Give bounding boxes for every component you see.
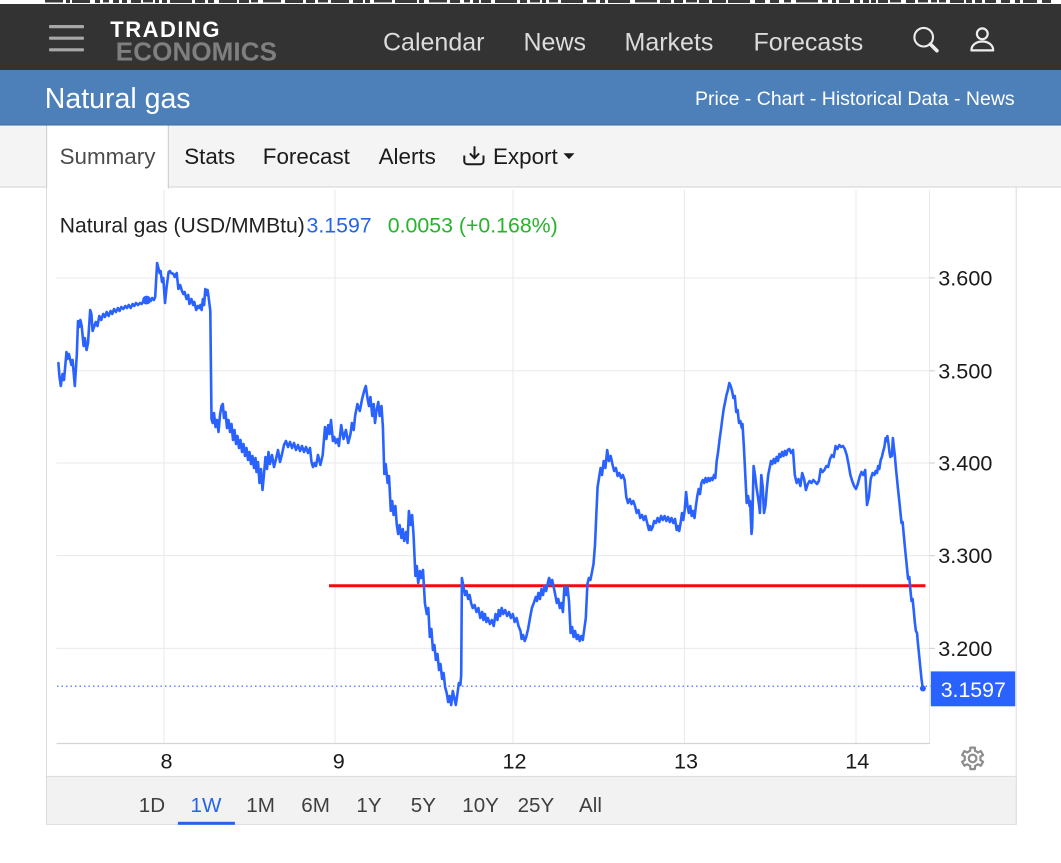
svg-text:3.1597: 3.1597: [941, 678, 1006, 702]
svg-text:TRADING: TRADING: [110, 17, 221, 42]
svg-text:1W: 1W: [191, 794, 222, 817]
svg-text:Calendar: Calendar: [383, 29, 484, 57]
svg-text:1D: 1D: [139, 794, 165, 817]
svg-text:Stats: Stats: [184, 144, 235, 169]
svg-text:Forecasts: Forecasts: [754, 29, 864, 57]
svg-text:1Y: 1Y: [356, 794, 381, 817]
svg-text:3.200: 3.200: [938, 636, 992, 661]
svg-text:Forecast: Forecast: [263, 144, 351, 169]
svg-text:3.600: 3.600: [938, 266, 992, 291]
svg-text:3.300: 3.300: [938, 543, 992, 568]
svg-text:Export: Export: [493, 144, 558, 169]
svg-text:Price - Chart - Historical Dat: Price - Chart - Historical Data - News: [695, 88, 1015, 110]
svg-text:14: 14: [845, 749, 869, 774]
svg-text:13: 13: [674, 749, 698, 774]
svg-text:Alerts: Alerts: [379, 144, 436, 169]
svg-text:8: 8: [160, 749, 172, 774]
svg-text:3.400: 3.400: [938, 451, 992, 476]
svg-text:All: All: [579, 794, 602, 817]
svg-text:News: News: [524, 29, 587, 57]
svg-text:12: 12: [502, 749, 526, 774]
svg-text:3.500: 3.500: [938, 358, 992, 383]
svg-text:Natural gas (USD/MMBtu): Natural gas (USD/MMBtu): [60, 214, 305, 237]
svg-text:5Y: 5Y: [411, 794, 436, 817]
svg-text:10Y: 10Y: [462, 794, 499, 817]
svg-text:ECONOMICS: ECONOMICS: [116, 37, 277, 67]
svg-text:9: 9: [333, 749, 345, 774]
svg-text:6M: 6M: [301, 794, 330, 817]
svg-text:0.0053 (+0.168%): 0.0053 (+0.168%): [388, 213, 558, 237]
svg-text:Summary: Summary: [60, 144, 157, 169]
svg-text:Natural gas: Natural gas: [45, 83, 191, 115]
svg-text:25Y: 25Y: [518, 794, 555, 817]
svg-text:Markets: Markets: [625, 29, 714, 57]
svg-text:3.1597: 3.1597: [307, 213, 372, 237]
svg-text:1M: 1M: [246, 794, 275, 817]
